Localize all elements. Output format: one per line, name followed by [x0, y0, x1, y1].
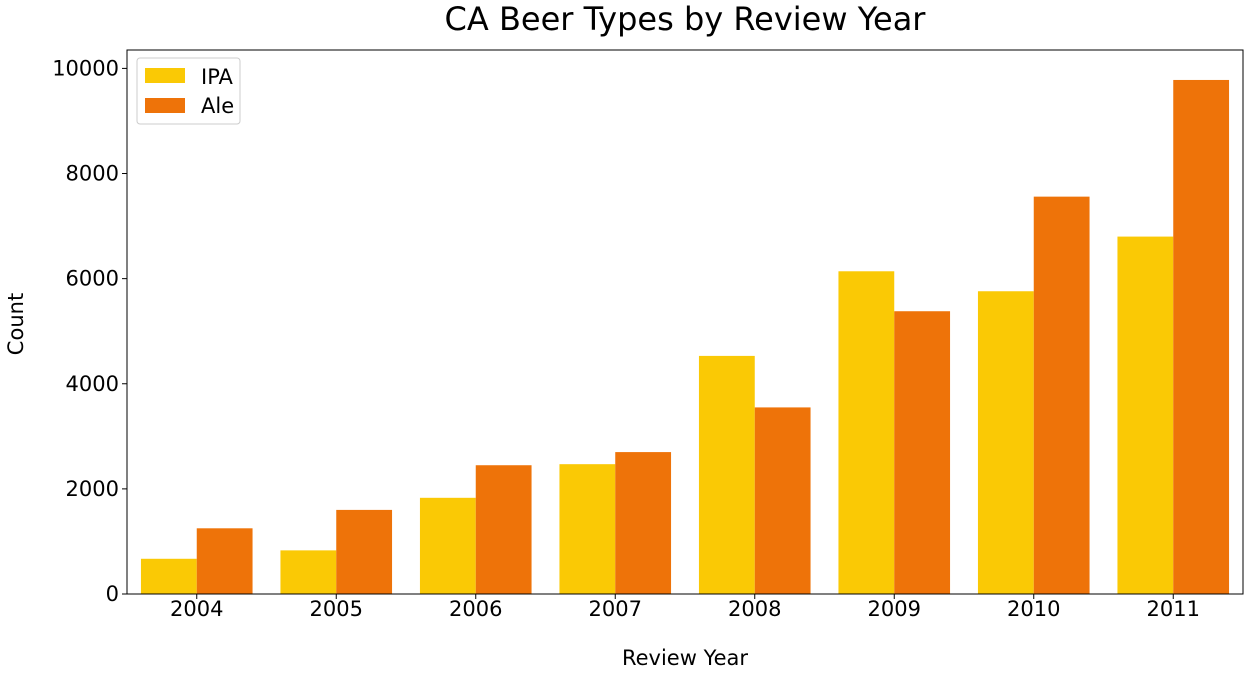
- x-tick-label: 2005: [310, 597, 363, 621]
- legend-label-ipa: IPA: [201, 65, 234, 89]
- bar-ipa-2010: [977, 291, 1034, 594]
- y-axis: 0 2000 4000 6000 8000 10000: [52, 56, 127, 606]
- y-tick-label: 8000: [66, 162, 119, 186]
- bar-ale-2004: [196, 528, 253, 594]
- legend-swatch-ale: [145, 98, 185, 113]
- bar-ale-2009: [894, 311, 951, 594]
- legend: IPA Ale: [136, 57, 241, 125]
- bar-ipa-2006: [419, 497, 476, 594]
- bar-ale-2006: [475, 465, 532, 594]
- x-tick-label: 2011: [1147, 597, 1200, 621]
- bar-ale-2005: [336, 509, 393, 594]
- bar-ipa-2005: [280, 550, 337, 594]
- legend-swatch-ipa: [145, 68, 185, 83]
- y-tick-label: 10000: [52, 56, 119, 80]
- bar-ale-2011: [1173, 79, 1230, 594]
- y-tick-label: 4000: [66, 372, 119, 396]
- x-tick-label: 2008: [728, 597, 781, 621]
- bar-ale-2007: [615, 452, 672, 594]
- chart-title: CA Beer Types by Review Year: [445, 0, 927, 38]
- bar-ipa-2004: [140, 558, 197, 594]
- x-tick-label: 2004: [170, 597, 223, 621]
- bars-group: [140, 79, 1230, 594]
- y-tick-label: 6000: [66, 267, 119, 291]
- x-tick-label: 2006: [449, 597, 502, 621]
- bar-ale-2008: [754, 407, 811, 594]
- plot-frame: [126, 49, 1244, 595]
- x-tick-label: 2007: [589, 597, 642, 621]
- bar-ipa-2011: [1117, 236, 1174, 594]
- x-tick-label: 2010: [1007, 597, 1060, 621]
- x-axis: 2004 2005 2006 2007 2008 2009 2010 2011: [170, 594, 1200, 621]
- x-tick-label: 2009: [868, 597, 921, 621]
- x-axis-label: Review Year: [622, 646, 748, 670]
- bar-ipa-2008: [698, 355, 755, 594]
- bar-ale-2010: [1033, 196, 1090, 594]
- y-axis-label: Count: [4, 293, 28, 355]
- bar-ipa-2009: [838, 271, 895, 594]
- y-tick-label: 2000: [66, 477, 119, 501]
- y-tick-label: 0: [106, 582, 119, 606]
- bar-ipa-2007: [559, 464, 616, 594]
- legend-label-ale: Ale: [201, 94, 234, 118]
